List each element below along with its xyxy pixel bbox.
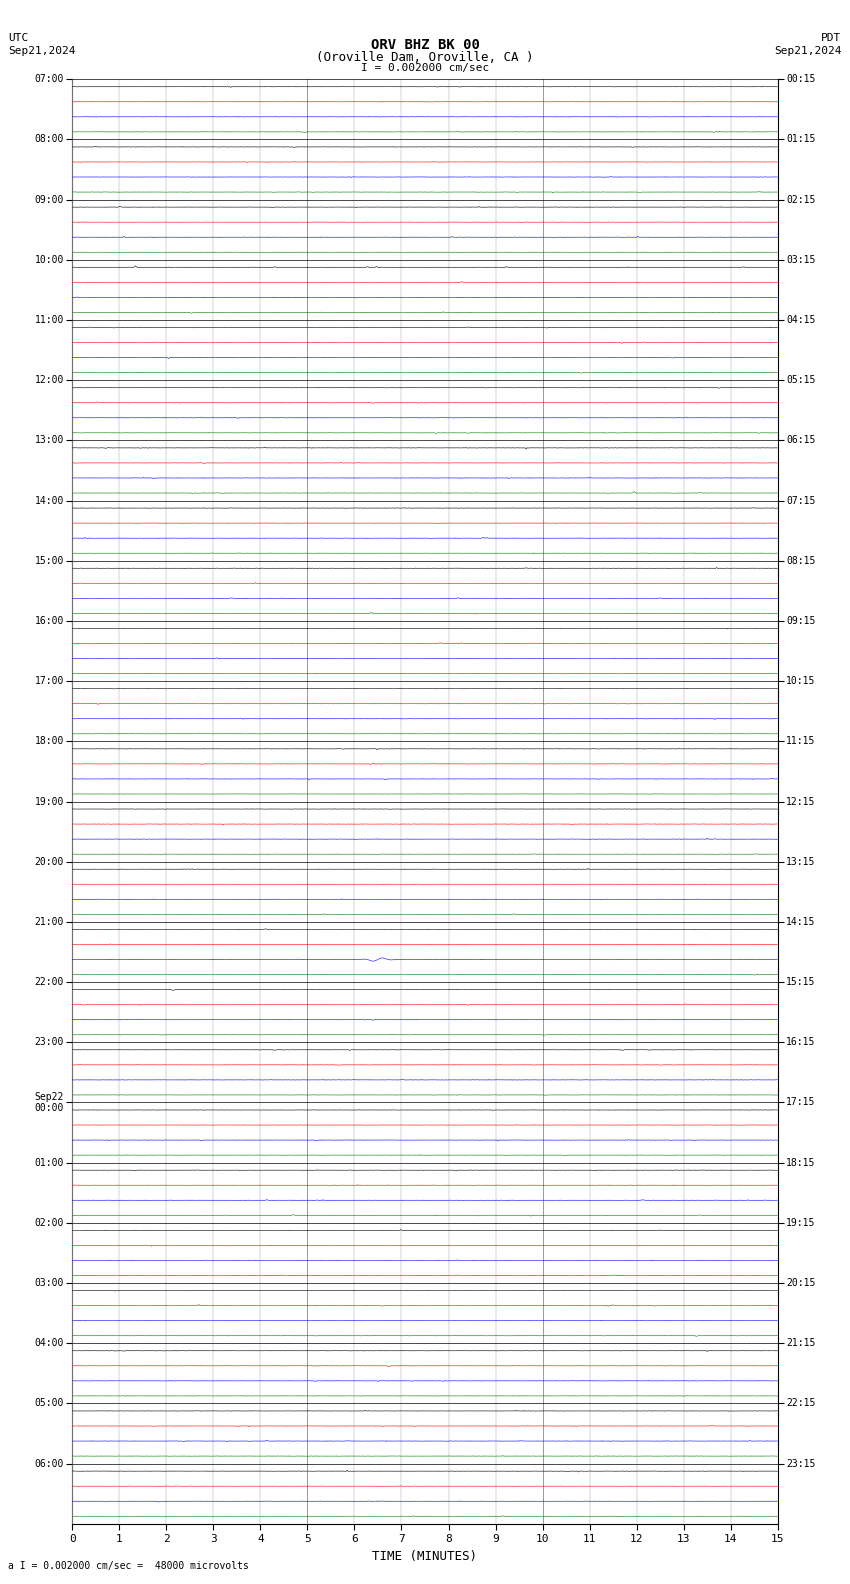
- Text: PDT: PDT: [821, 33, 842, 43]
- Text: (Oroville Dam, Oroville, CA ): (Oroville Dam, Oroville, CA ): [316, 51, 534, 63]
- Text: UTC: UTC: [8, 33, 29, 43]
- Text: ORV BHZ BK 00: ORV BHZ BK 00: [371, 38, 479, 52]
- Text: Sep21,2024: Sep21,2024: [774, 46, 842, 55]
- Text: Sep21,2024: Sep21,2024: [8, 46, 76, 55]
- Text: a I = 0.002000 cm/sec =  48000 microvolts: a I = 0.002000 cm/sec = 48000 microvolts: [8, 1562, 249, 1571]
- Text: I = 0.002000 cm/sec: I = 0.002000 cm/sec: [361, 63, 489, 73]
- X-axis label: TIME (MINUTES): TIME (MINUTES): [372, 1549, 478, 1563]
